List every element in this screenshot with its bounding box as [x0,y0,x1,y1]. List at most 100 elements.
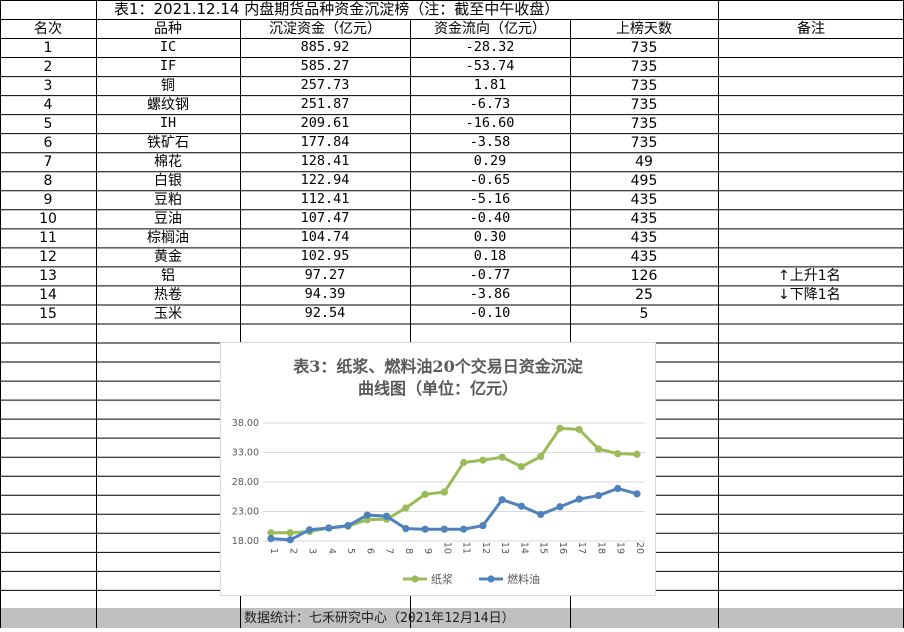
series-2-point [286,536,294,544]
x-tick-label: 17 [576,542,587,554]
series-2-point [517,502,526,510]
series-1-point [460,458,468,467]
row-8-note [718,171,904,190]
legend-label-1: 纸浆 [431,572,453,586]
row-1-capital: 885.92 [300,38,350,55]
x-tick-label: 16 [557,542,568,554]
row-1-flow: -28.32 [465,38,515,55]
series-2-point [344,522,352,530]
row-6-flow: -3.58 [469,133,511,150]
row-12-flow: 0.18 [473,248,507,265]
row-5-flow: -16.60 [465,114,515,131]
row-7-rank: 7 [43,153,53,170]
x-tick-label: 20 [634,542,645,554]
series-2-point [440,525,448,533]
series-2-point [382,512,391,520]
row-2-flow: -53.74 [465,57,515,74]
row-13-capital: 97.27 [304,267,346,284]
x-tick-label: 8 [403,548,414,554]
row-4-product: 螺纹钢 [147,96,189,113]
series-2-point [614,484,622,493]
line-chart: 表3：纸浆、燃料油20个交易日资金沉淀 曲线图（单位：亿元） 18.00 23.0… [220,342,656,596]
row-15-note [718,304,904,323]
row-6-product: 铁矿石 [147,134,189,151]
row-10-capital: 107.47 [300,210,350,227]
series-2-point [402,525,410,533]
header-days: 上榜天数 [616,20,672,37]
row-11-capital: 104.74 [300,229,350,246]
x-tick-label: 1 [268,548,279,554]
series-2-point [594,491,603,500]
series-1-point [537,453,545,461]
row-2-note [718,57,904,76]
y-tick-label: 38.00 [232,418,259,429]
row-3-product: 铜 [161,77,175,94]
series-1-point [498,453,506,461]
series-1-point [633,450,641,458]
row-9-days: 435 [630,191,658,208]
row-14-flow: -3.86 [469,286,511,303]
x-tick-label: 6 [364,548,375,554]
legend-marker-2 [487,575,495,583]
footer-band [0,608,904,628]
row-3-capital: 257.73 [300,76,350,93]
row-4-days: 735 [630,96,658,113]
x-tick-label: 12 [480,542,491,554]
row-3-days: 735 [630,77,658,94]
row-11-rank: 11 [39,229,57,246]
y-tick-label: 33.00 [232,448,259,459]
row-13-note: ↑上升1名 [778,267,841,284]
series-1-point [402,504,410,512]
row-7-note [718,152,904,171]
series-1-point [594,445,603,453]
chart-title-line1: 表3：纸浆、燃料油20个交易日资金沉淀 [293,357,583,376]
series-2-point [633,490,641,498]
row-11-flow: 0.30 [473,229,507,246]
header-flow: 资金流向（亿元） [434,20,546,37]
chart-title-line2: 曲线图（单位：亿元） [357,379,518,398]
row-14-product: 热卷 [154,286,182,303]
series-1-point [556,424,564,432]
series-1-point [267,529,275,537]
row-10-product: 豆油 [154,210,182,227]
row-15-product: 玉米 [154,305,182,322]
row-14-rank: 14 [39,286,57,303]
series-1-point [614,450,622,458]
x-tick-label: 4 [326,548,337,554]
row-2-rank: 2 [43,58,53,75]
row-14-days: 25 [635,286,653,303]
row-5-product: IH [159,114,177,131]
series-line-2 [270,486,638,542]
x-tick-label: 10 [441,542,452,554]
row-1-days: 735 [630,39,658,56]
row-4-rank: 4 [43,96,53,113]
row-2-product: IF [159,57,177,74]
legend-label-2: 燃料油 [507,572,540,586]
series-1-point [286,529,294,537]
row-13-days: 126 [630,267,658,284]
header-rank: 名次 [34,20,62,37]
row-9-flow: -5.16 [469,191,511,208]
row-7-product: 棉花 [154,153,182,170]
header-capital: 沉淀资金（亿元） [269,20,381,37]
row-7-flow: 0.29 [473,152,507,169]
row-10-days: 435 [630,210,658,227]
row-6-capital: 177.84 [300,133,350,150]
x-tick-label: 13 [499,542,510,554]
series-2-point [305,526,314,534]
row-15-flow: -0.10 [469,305,511,322]
row-1-note [718,38,904,57]
row-3-flow: 1.81 [473,76,507,93]
x-tick-label: 15 [538,542,549,554]
row-15-days: 5 [639,305,649,322]
row-4-capital: 251.87 [300,95,350,112]
series-2-point [575,495,583,503]
row-8-days: 495 [630,172,658,189]
row-5-rank: 5 [43,115,53,132]
row-7-days: 49 [635,153,653,170]
row-2-days: 735 [630,58,658,75]
x-tick-label: 19 [615,542,626,554]
